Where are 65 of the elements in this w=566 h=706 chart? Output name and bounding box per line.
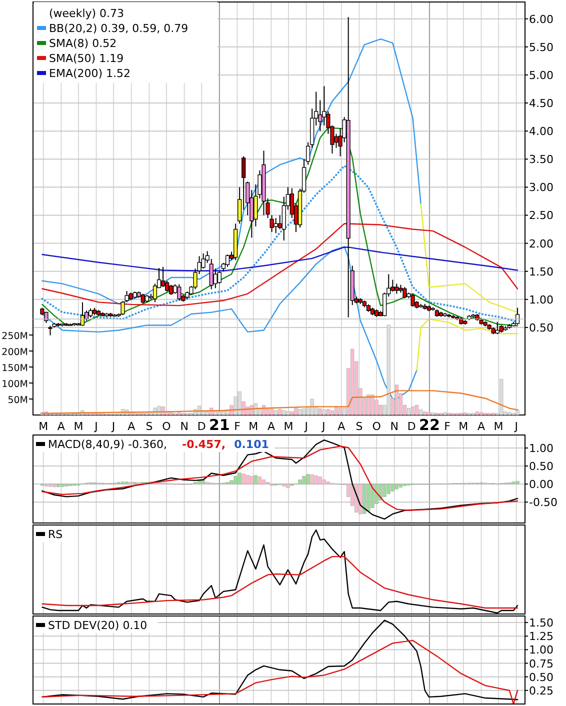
legend-label: SMA(50) 1.19 bbox=[49, 52, 124, 65]
x-tick-label: O bbox=[372, 420, 382, 433]
y-tick-label: 2.50 bbox=[529, 209, 554, 222]
x-tick-label: M bbox=[458, 420, 468, 433]
x-tick-label: N bbox=[180, 420, 188, 433]
x-tick-label: F bbox=[444, 420, 450, 433]
y-tick-label: 5.00 bbox=[529, 68, 554, 82]
x-tick-label: D bbox=[407, 420, 416, 433]
x-tick-label: J bbox=[110, 420, 116, 433]
y-tick-label: 0.50 bbox=[529, 460, 554, 474]
x-tick-label: M bbox=[494, 420, 504, 433]
x-tick-label: 22 bbox=[419, 416, 440, 434]
legend-label: EMA(200) 1.52 bbox=[49, 67, 131, 80]
x-tick-label: N bbox=[390, 420, 398, 433]
y-tick-label: 0.50 bbox=[529, 670, 554, 684]
legend-label: STD DEV(20) 0.10 bbox=[48, 619, 148, 632]
x-tick-label: A bbox=[338, 420, 346, 433]
x-tick-label: M bbox=[74, 420, 84, 433]
x-tick-label: J bbox=[304, 420, 308, 433]
x-tick-label: O bbox=[162, 420, 172, 433]
x-tick-label: S bbox=[146, 420, 153, 433]
y-tick-label: 250M bbox=[2, 331, 28, 342]
x-tick-label: M bbox=[248, 420, 258, 433]
y-tick-label: 4.00 bbox=[529, 125, 554, 138]
y-tick-label: -0.50 bbox=[529, 496, 558, 510]
x-tick-label: A bbox=[128, 420, 136, 433]
y-tick-label: 0.00 bbox=[529, 478, 554, 492]
y-tick-label: 1.50 bbox=[529, 616, 554, 630]
y-tick-label: 200M bbox=[2, 347, 28, 358]
y-tick-label: 1.50 bbox=[529, 265, 554, 278]
x-tick-label: A bbox=[57, 420, 66, 433]
y-tick-label: 1.25 bbox=[529, 630, 554, 644]
y-tick-label: 4.50 bbox=[529, 97, 554, 110]
x-tick-label: J bbox=[94, 420, 98, 433]
legend-label: SMA(8) 0.52 bbox=[49, 37, 117, 50]
y-tick-label: 1.00 bbox=[529, 644, 554, 657]
y-tick-label: 1.00 bbox=[529, 293, 554, 306]
y-tick-label: 50M bbox=[8, 395, 28, 406]
x-tick-label: D bbox=[197, 420, 206, 433]
y-tick-label: 3.00 bbox=[529, 181, 554, 194]
y-tick-label: 0.25 bbox=[529, 684, 554, 698]
x-tick-label: J bbox=[320, 420, 326, 433]
y-tick-label: 1.00 bbox=[529, 442, 554, 455]
legend-label: MACD(8,40,9) -0.360, bbox=[48, 438, 167, 451]
x-tick-label: M bbox=[284, 420, 294, 433]
y-tick-label: 6.00 bbox=[529, 12, 554, 26]
x-tick-label: M bbox=[38, 420, 48, 433]
annotation: 0.101 bbox=[234, 438, 269, 451]
x-tick-label: 21 bbox=[209, 416, 230, 434]
x-tick-label: S bbox=[356, 420, 363, 433]
y-tick-label: 100M bbox=[2, 379, 28, 390]
y-tick-label: 0.50 bbox=[529, 321, 554, 334]
legend-label: BB(20,2) 0.39, 0.59, 0.79 bbox=[49, 22, 188, 35]
x-tick-label: J bbox=[514, 420, 518, 433]
y-tick-label: 150M bbox=[2, 363, 28, 374]
series-label: -0.457, bbox=[182, 438, 226, 451]
y-tick-label: 0.75 bbox=[529, 657, 554, 670]
legend-label: RS bbox=[48, 528, 63, 541]
x-tick-label: F bbox=[234, 420, 240, 433]
y-tick-label: 3.50 bbox=[529, 153, 554, 166]
y-tick-label: 5.50 bbox=[529, 40, 554, 54]
x-tick-label: A bbox=[267, 420, 276, 433]
x-tick-label: A bbox=[478, 420, 486, 433]
y-tick-label: 2.00 bbox=[529, 237, 554, 250]
text: (weekly) 0.73 bbox=[49, 7, 124, 20]
